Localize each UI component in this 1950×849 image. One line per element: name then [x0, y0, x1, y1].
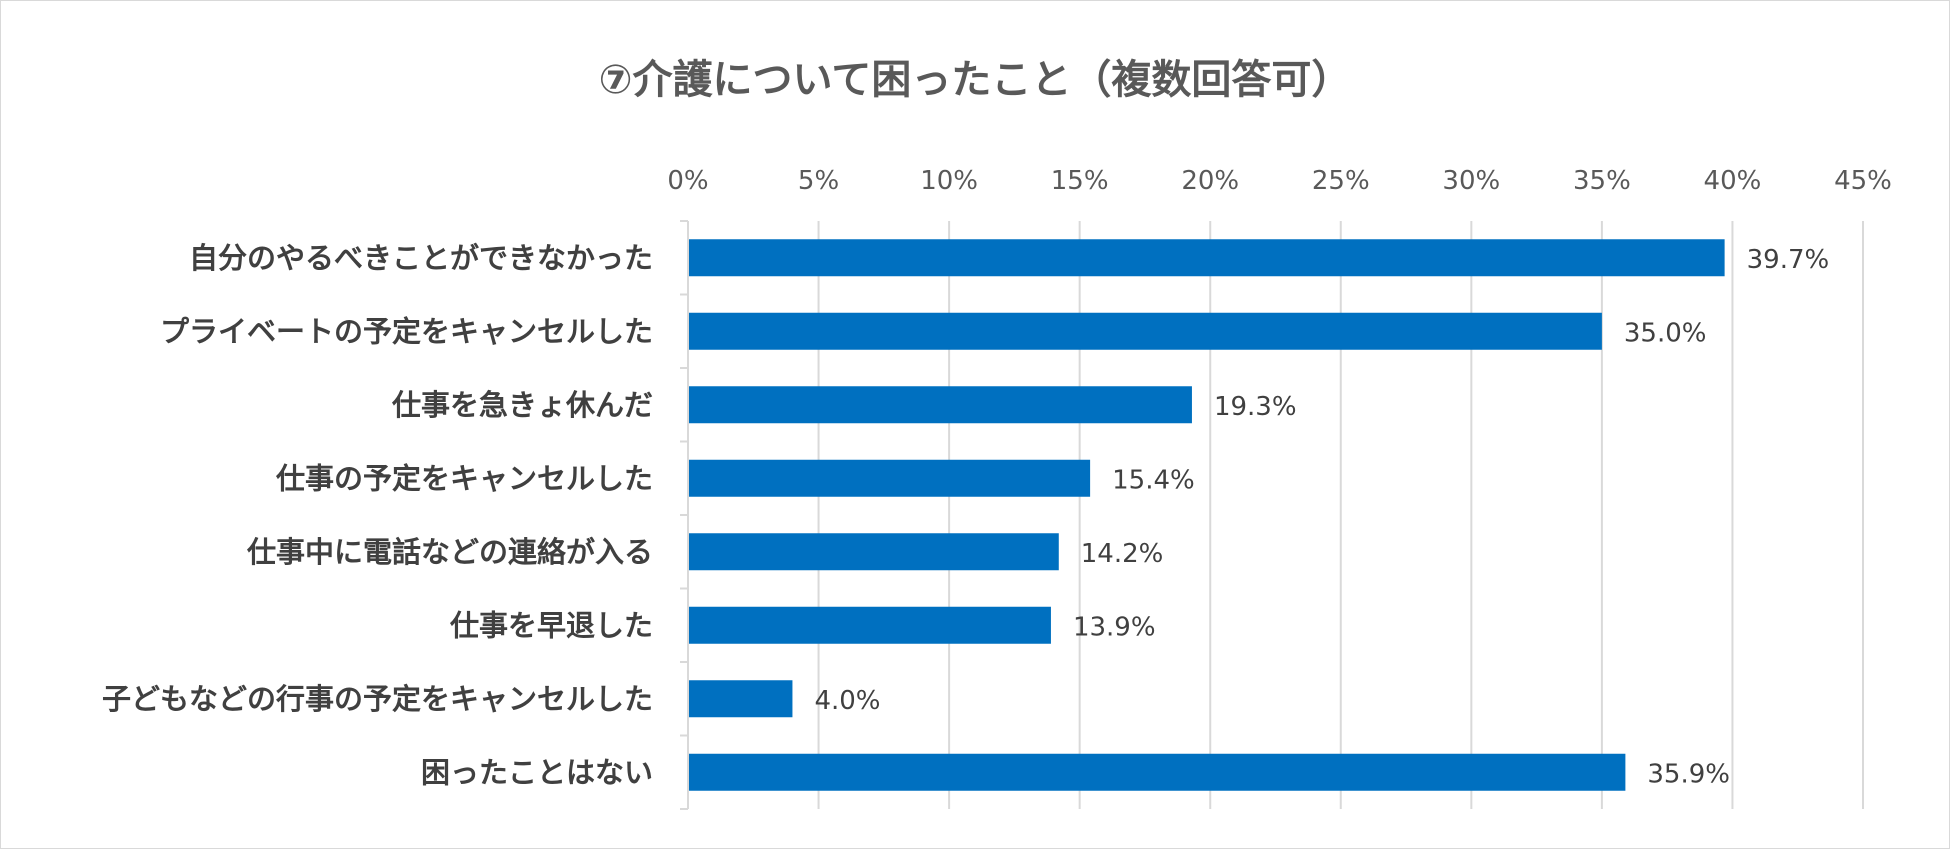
category-label: 仕事中に電話などの連絡が入る: [246, 535, 653, 569]
data-label: 15.4%: [1112, 465, 1195, 495]
data-label: 14.2%: [1081, 539, 1164, 569]
bar-6: [689, 680, 793, 718]
x-tick-label: 0%: [667, 166, 708, 196]
bar-5: [689, 606, 1051, 644]
x-axis-tick-labels: 0% 5% 10% 15% 20% 25% 30% 35% 40% 45%: [667, 166, 1892, 196]
data-label: 35.0%: [1624, 318, 1707, 348]
x-tick-label: 45%: [1834, 166, 1892, 196]
bar-1: [689, 312, 1602, 350]
category-label: 困ったことはない: [421, 755, 653, 789]
bar-4: [689, 533, 1059, 571]
data-label: 13.9%: [1073, 612, 1156, 642]
x-tick-label: 5%: [798, 166, 839, 196]
category-label: 子どもなどの行事の予定をキャンセルした: [102, 682, 653, 716]
category-label: 自分のやるべきことができなかった: [189, 241, 653, 275]
chart-title: ⑦介護について困ったこと（複数回答可）: [599, 57, 1352, 103]
data-label: 4.0%: [814, 686, 880, 716]
bars: [689, 239, 1725, 791]
bar-7: [689, 753, 1626, 791]
data-label: 35.9%: [1647, 759, 1730, 789]
category-label: 仕事の予定をキャンセルした: [275, 461, 653, 495]
x-tick-label: 40%: [1704, 166, 1762, 196]
x-tick-label: 30%: [1442, 166, 1500, 196]
category-labels: 自分のやるべきことができなかったプライベートの予定をキャンセルした仕事を急きょ休…: [102, 241, 653, 790]
x-tick-label: 15%: [1051, 166, 1109, 196]
data-label: 39.7%: [1747, 245, 1830, 275]
bar-3: [689, 459, 1091, 497]
bar-2: [689, 386, 1192, 424]
category-label: 仕事を早退した: [449, 608, 653, 642]
x-tick-label: 35%: [1573, 166, 1631, 196]
gridlines: [817, 221, 1864, 809]
category-label: プライベートの予定をキャンセルした: [160, 314, 653, 348]
bar-0: [689, 239, 1725, 277]
x-tick-label: 20%: [1181, 166, 1239, 196]
category-label: 仕事を急きょ休んだ: [391, 388, 653, 422]
x-tick-label: 10%: [920, 166, 978, 196]
data-label: 19.3%: [1214, 392, 1297, 422]
data-labels: 39.7% 35.0% 19.3% 15.4% 14.2% 13.9% 4.0% 35.9%: [814, 245, 1829, 790]
x-tick-label: 25%: [1312, 166, 1370, 196]
category-axis: [680, 220, 689, 810]
